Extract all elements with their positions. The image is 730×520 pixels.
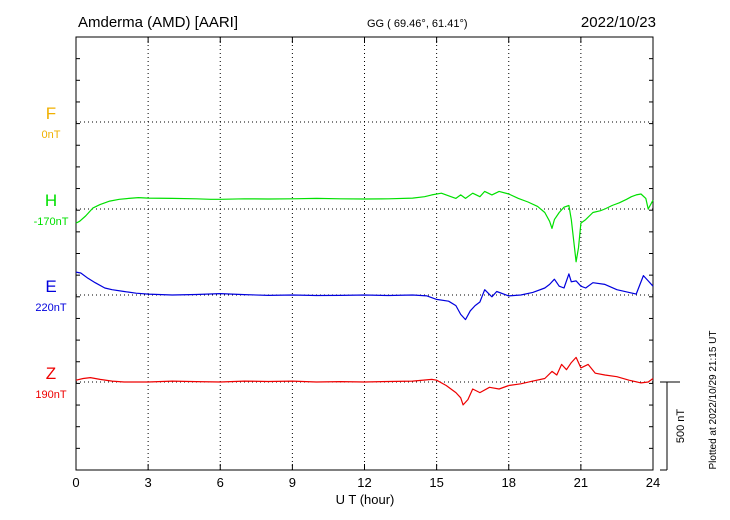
- series-baseline-F: 0nT: [42, 129, 61, 141]
- x-tick-label-8: 24: [646, 475, 660, 490]
- series-line-H: [75, 190, 654, 263]
- x-tick-label-6: 18: [502, 475, 516, 490]
- series-lines: [75, 190, 654, 406]
- x-tick-label-2: 6: [217, 475, 224, 490]
- x-tick-label-4: 12: [357, 475, 371, 490]
- series-name-H: H: [45, 191, 57, 210]
- x-axis-ticks: 0 3 6 9 12 15 18 21 24: [72, 37, 660, 490]
- series-labels: F 0nT H -170nT E 220nT Z 190nT: [34, 104, 69, 401]
- series-baseline-E: 220nT: [35, 302, 66, 314]
- x-tick-label-0: 0: [72, 475, 79, 490]
- station-coords: GG ( 69.46°, 61.41°): [367, 18, 468, 30]
- series-line-E: [75, 271, 654, 321]
- series-name-F: F: [46, 104, 56, 123]
- series-name-E: E: [45, 277, 56, 296]
- series-baseline-Z: 190nT: [35, 389, 66, 401]
- plotted-at-note: Plotted at 2022/10/29 21:15 UT: [708, 331, 719, 470]
- x-tick-label-5: 15: [429, 475, 443, 490]
- chart-date: 2022/10/23: [581, 14, 656, 31]
- series-name-Z: Z: [46, 364, 56, 383]
- grid: [76, 37, 653, 470]
- scale-bar-label: 500 nT: [675, 409, 687, 444]
- station-title: Amderma (AMD) [AARI]: [78, 14, 238, 31]
- x-tick-label-3: 9: [289, 475, 296, 490]
- series-line-Z: [75, 356, 654, 406]
- x-tick-label-1: 3: [145, 475, 152, 490]
- series-baseline-H: -170nT: [34, 216, 69, 228]
- x-axis-label: U T (hour): [336, 492, 395, 507]
- scale-bar: 500 nT: [660, 381, 687, 471]
- x-tick-label-7: 21: [574, 475, 588, 490]
